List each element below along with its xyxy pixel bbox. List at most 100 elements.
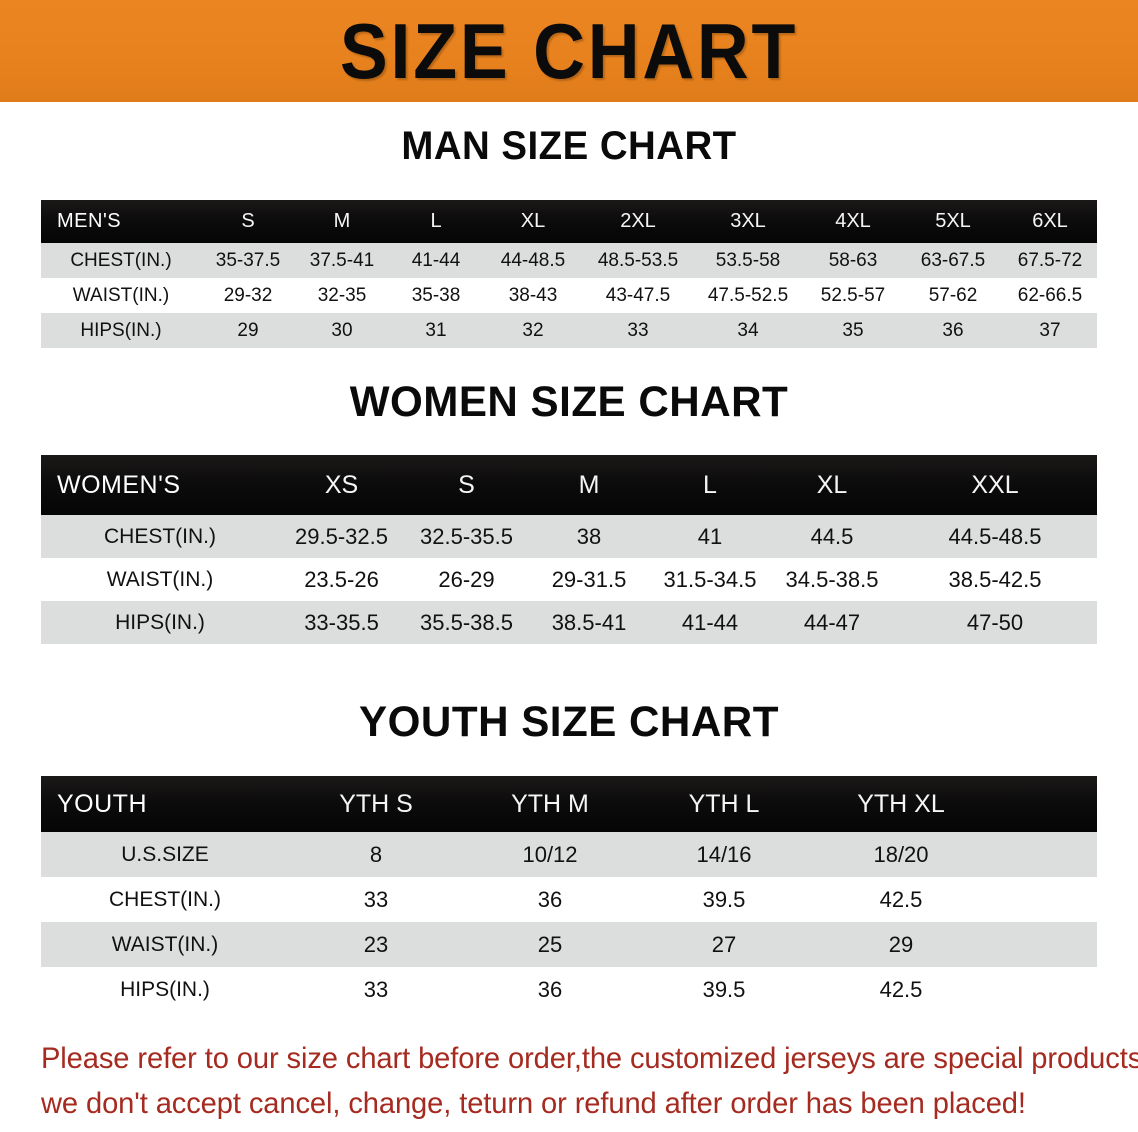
women-row-label-chest: CHEST(IN.) [104, 524, 216, 548]
women-hips-xl: 44-47 [803, 609, 861, 635]
table-row: HIPS(IN.) 33-35.5 35.5-38.5 38.5-41 41-4… [41, 601, 1097, 644]
men-chest-5xl: 63-67.5 [920, 249, 986, 271]
women-chest-xxl: 44.5-48.5 [948, 523, 1042, 549]
men-waist-xl: 38-43 [508, 284, 558, 306]
youth-chest-m: 36 [537, 886, 563, 912]
women-col-header-2: M [578, 470, 600, 499]
men-hips-2xl: 33 [627, 319, 649, 341]
men-col-header-6: 4XL [835, 210, 871, 232]
men-col-header-5: 3XL [730, 210, 766, 232]
men-waist-5xl: 57-62 [928, 284, 978, 306]
youth-waist-m: 25 [537, 931, 563, 957]
youth-ussize-m: 10/12 [522, 841, 578, 867]
youth-chest-l: 39.5 [702, 886, 746, 912]
women-waist-xs: 23.5-26 [304, 566, 379, 592]
youth-chest-s: 33 [363, 886, 389, 912]
man-section-title: MAN SIZE CHART [401, 124, 737, 168]
women-section-title: WOMEN SIZE CHART [349, 378, 789, 426]
men-col-header-1: M [333, 210, 351, 232]
women-size-table: WOMEN'S XS S M L XL XXL CHEST(IN.) 29.5-… [41, 455, 1097, 644]
table-row: WAIST(IN.) 23.5-26 26-29 29-31.5 31.5-34… [41, 558, 1097, 601]
youth-ussize-s: 8 [369, 841, 383, 867]
men-col-header-7: 5XL [935, 210, 971, 232]
table-row: CHEST(IN.) 29.5-32.5 32.5-35.5 38 41 44.… [41, 515, 1097, 558]
men-chest-xl: 44-48.5 [500, 249, 566, 271]
men-chest-3xl: 53.5-58 [715, 249, 781, 271]
men-chest-s: 35-37.5 [215, 249, 281, 271]
youth-corner-label: YOUTH [57, 789, 147, 818]
men-chest-6xl: 67.5-72 [1017, 249, 1083, 271]
men-table-header-row: MEN'S S M L XL 2XL 3XL 4XL 5XL 6XL [41, 200, 1097, 243]
youth-waist-xl: 29 [888, 931, 914, 957]
women-corner-label: WOMEN'S [57, 470, 181, 499]
youth-row-label-chest: CHEST(IN.) [109, 887, 221, 911]
men-hips-4xl: 35 [842, 319, 864, 341]
men-chest-4xl: 58-63 [828, 249, 878, 271]
youth-table-header-row: YOUTH YTH S YTH M YTH L YTH XL [41, 776, 1097, 832]
women-chest-s: 32.5-35.5 [420, 523, 513, 549]
youth-row-label-hips: HIPS(IN.) [120, 977, 210, 1001]
women-hips-l: 41-44 [681, 609, 739, 635]
men-col-header-3: XL [520, 210, 546, 232]
youth-col-header-2: YTH L [688, 789, 760, 818]
men-waist-l: 35-38 [411, 284, 461, 306]
disclaimer-text: Please refer to our size chart before or… [41, 1036, 1138, 1126]
men-col-header-4: 2XL [620, 210, 656, 232]
men-waist-s: 29-32 [223, 284, 273, 306]
women-col-header-4: XL [816, 470, 848, 499]
women-hips-xs: 33-35.5 [304, 609, 379, 635]
youth-row-label-ussize: U.S.SIZE [121, 842, 209, 866]
men-col-header-8: 6XL [1032, 210, 1068, 232]
youth-hips-l: 39.5 [702, 976, 746, 1002]
men-waist-6xl: 62-66.5 [1017, 284, 1083, 306]
size-chart-banner: SIZE CHART [0, 0, 1138, 102]
youth-chest-xl: 42.5 [879, 886, 923, 912]
youth-col-header-1: YTH M [511, 789, 589, 818]
women-chest-xl: 44.5 [810, 523, 854, 549]
men-chest-m: 37.5-41 [309, 249, 375, 271]
men-hips-xl: 32 [522, 319, 544, 341]
youth-row-spacer [991, 832, 1097, 877]
men-hips-s: 29 [237, 319, 259, 341]
women-chest-l: 41 [697, 523, 723, 549]
youth-col-header-3: YTH XL [857, 789, 945, 818]
table-row: HIPS(IN.) 29 30 31 32 33 34 35 36 37 [41, 313, 1097, 348]
women-waist-l: 31.5-34.5 [663, 566, 757, 592]
youth-ussize-l: 14/16 [696, 841, 752, 867]
women-table-header-row: WOMEN'S XS S M L XL XXL [41, 455, 1097, 515]
women-hips-s: 35.5-38.5 [420, 609, 513, 635]
banner-title: SIZE CHART [339, 7, 799, 95]
women-row-label-hips: HIPS(IN.) [115, 610, 205, 634]
youth-header-spacer [991, 776, 1097, 832]
disclaimer-line-1: Please refer to our size chart before or… [41, 1042, 1138, 1075]
women-col-header-5: XXL [971, 470, 1019, 499]
men-waist-2xl: 43-47.5 [605, 284, 671, 306]
women-col-header-3: L [703, 470, 717, 499]
men-hips-6xl: 37 [1039, 319, 1061, 341]
men-size-table: MEN'S S M L XL 2XL 3XL 4XL 5XL 6XL CHEST… [41, 200, 1097, 348]
men-chest-l: 41-44 [411, 249, 461, 271]
youth-hips-m: 36 [537, 976, 563, 1002]
youth-ussize-xl: 18/20 [873, 841, 929, 867]
women-chest-xs: 29.5-32.5 [295, 523, 388, 549]
men-col-header-0: S [241, 210, 255, 232]
table-row: CHEST(IN.) 35-37.5 37.5-41 41-44 44-48.5… [41, 243, 1097, 278]
men-hips-m: 30 [331, 319, 353, 341]
men-waist-4xl: 52.5-57 [820, 284, 886, 306]
youth-waist-l: 27 [711, 931, 737, 957]
men-waist-3xl: 47.5-52.5 [707, 284, 789, 306]
youth-size-table: YOUTH YTH S YTH M YTH L YTH XL U.S.SIZE … [41, 776, 1097, 1012]
women-row-label-waist: WAIST(IN.) [106, 567, 214, 591]
women-waist-s: 26-29 [438, 566, 495, 592]
women-waist-xxl: 38.5-42.5 [948, 566, 1042, 592]
women-hips-m: 38.5-41 [551, 609, 627, 635]
men-row-label-chest: CHEST(IN.) [70, 249, 172, 271]
men-waist-m: 32-35 [317, 284, 367, 306]
women-col-header-0: XS [324, 470, 359, 499]
men-hips-l: 31 [425, 319, 447, 341]
men-hips-5xl: 36 [942, 319, 964, 341]
women-chest-m: 38 [576, 523, 602, 549]
men-hips-3xl: 34 [737, 319, 759, 341]
table-row: HIPS(IN.) 33 36 39.5 42.5 [41, 967, 1097, 1012]
table-row: CHEST(IN.) 33 36 39.5 42.5 [41, 877, 1097, 922]
